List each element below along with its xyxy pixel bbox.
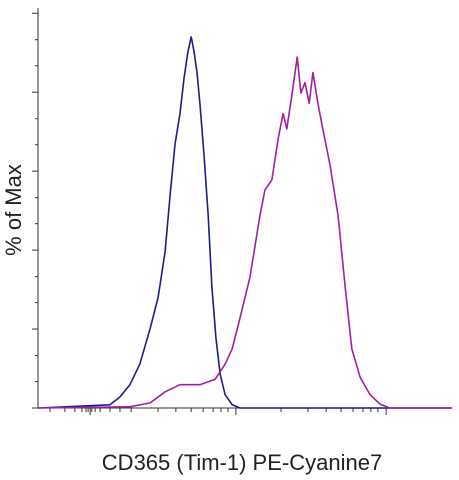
histogram-line bbox=[37, 56, 452, 409]
x-axis-label: CD365 (Tim-1) PE-Cyanine7 bbox=[102, 450, 382, 475]
y-axis-label: % of Max bbox=[1, 164, 26, 256]
histogram-line bbox=[37, 36, 452, 409]
